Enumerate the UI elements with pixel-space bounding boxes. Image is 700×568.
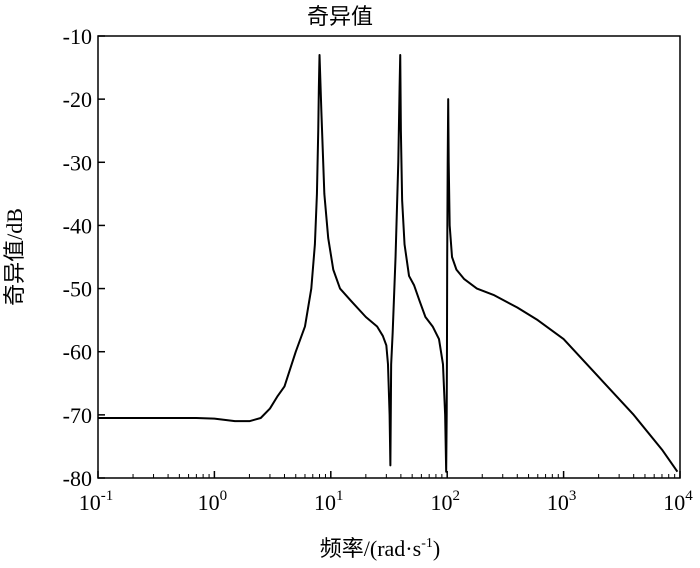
x-tick-label: 100 <box>198 488 228 515</box>
x-tick-base: 10 <box>547 490 569 515</box>
plot-area: 10-1 100 101 102 103 104 -10-20-30-40-50-60-7… <box>63 24 694 515</box>
plot-frame <box>97 35 681 479</box>
y-axis-ticks: -10 -20 -30 -40 -50 -60 -70 -80 <box>63 24 105 491</box>
y-tick-label: -70 <box>63 403 92 428</box>
y-tick-label: -30 <box>63 150 92 175</box>
x-tick-label: 104 <box>663 488 693 515</box>
y-tick-label: -40 <box>63 213 92 238</box>
x-tick-exponent: 1 <box>336 488 344 504</box>
x-tick-base: 10 <box>314 490 336 515</box>
x-tick-base: 10 <box>79 490 101 515</box>
x-axis-label-main: 频率/(rad·s <box>320 536 421 561</box>
y-tick-label: -50 <box>63 277 92 302</box>
x-axis-label-superscript: -1 <box>421 536 433 551</box>
x-tick-base: 10 <box>663 490 685 515</box>
x-axis-label-end: ) <box>433 536 440 561</box>
y-tick-label: -60 <box>63 340 92 365</box>
y-tick-label: -80 <box>63 466 92 491</box>
x-tick-exponent: 2 <box>452 488 460 504</box>
y-tick-label: -20 <box>63 87 92 112</box>
x-tick-label: 102 <box>430 488 460 515</box>
series-line <box>98 53 679 473</box>
y-tick-label: -10 <box>63 24 92 49</box>
x-tick-label: 101 <box>314 488 344 515</box>
x-tick-base: 10 <box>198 490 220 515</box>
x-tick-exponent: 4 <box>685 488 693 504</box>
x-tick-label: 10-1 <box>79 488 114 515</box>
y-axis-label: 奇异值/dB <box>2 208 27 306</box>
x-tick-exponent: 3 <box>569 488 577 504</box>
chart-title: 奇异值 <box>307 4 373 29</box>
x-tick-base: 10 <box>430 490 452 515</box>
x-axis-label: 频率/(rad·s-1) <box>320 536 440 561</box>
x-tick-exponent: -1 <box>101 488 114 504</box>
x-tick-label: 103 <box>547 488 577 515</box>
x-axis-ticks: 10-1 100 101 102 103 104 <box>79 471 693 515</box>
x-tick-exponent: 0 <box>220 488 228 504</box>
